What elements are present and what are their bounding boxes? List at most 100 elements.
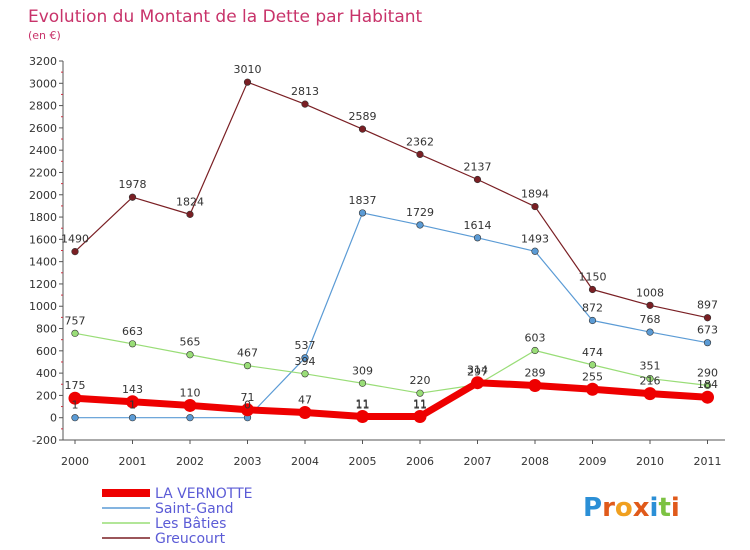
series-line	[74, 332, 709, 394]
data-label: 11	[356, 397, 370, 410]
data-labels: 1490 1978 1824 3010 2813 2589 2362 2137 1894 1150…	[61, 63, 718, 412]
series-line	[74, 81, 709, 319]
data-point	[588, 285, 597, 294]
logo-letter: x	[633, 493, 650, 523]
y-tick-label: 1000	[29, 300, 57, 313]
y-tick-label: 400	[36, 367, 57, 380]
y-tick-label: 2200	[29, 166, 57, 179]
data-point	[703, 381, 712, 389]
data-label: 1729	[406, 206, 434, 219]
data-point	[416, 150, 424, 159]
data-point	[471, 376, 484, 390]
data-label: 1	[72, 399, 79, 412]
data-label: 11	[413, 399, 427, 412]
proxiti-logo: Proxiti	[583, 493, 680, 523]
data-point	[358, 209, 367, 217]
data-label: 0	[244, 399, 251, 412]
data-point	[588, 361, 597, 369]
series-layer	[68, 78, 714, 423]
x-tick-label: 2004	[291, 455, 319, 468]
data-label: 175	[65, 379, 86, 392]
data-label: 2362	[406, 135, 434, 148]
data-label: 11	[356, 399, 370, 412]
data-label: 309	[352, 364, 373, 377]
data-label: 290	[697, 366, 718, 379]
data-label: 2813	[291, 85, 319, 98]
data-point	[413, 409, 427, 423]
series-saint-gand	[71, 209, 712, 422]
data-label: 351	[640, 360, 661, 373]
y-tick-label: 800	[36, 323, 57, 336]
logo-letter: r	[602, 493, 615, 523]
legend-label: LA VERNOTTE	[155, 486, 253, 502]
data-point	[703, 339, 712, 347]
y-tick-label: -200	[32, 434, 57, 447]
data-point	[701, 390, 714, 404]
data-point	[528, 378, 542, 392]
data-point	[416, 221, 424, 229]
data-point	[586, 382, 599, 396]
data-point	[358, 125, 367, 133]
data-label: 394	[295, 355, 316, 368]
data-label: 673	[697, 324, 718, 337]
data-point	[301, 370, 309, 378]
data-point	[298, 405, 312, 419]
data-label: 467	[237, 347, 258, 360]
data-point	[68, 391, 82, 405]
logo-letter: t	[658, 493, 670, 523]
data-label: 2137	[464, 160, 492, 173]
data-point	[531, 247, 539, 255]
y-tick-label: 2800	[29, 100, 57, 113]
x-tick-label: 2005	[349, 455, 377, 468]
y-tick-label: 3000	[29, 77, 57, 90]
y-tick-label: 2400	[29, 144, 57, 157]
y-tick-label: 1800	[29, 211, 57, 224]
data-point	[356, 409, 369, 423]
data-point	[643, 387, 657, 401]
data-point	[241, 403, 254, 417]
data-label: 474	[582, 346, 603, 359]
x-tick-label: 2003	[234, 455, 262, 468]
series-les-b-ties	[71, 329, 712, 397]
data-label: 3010	[234, 63, 262, 76]
x-tick-label: 2007	[464, 455, 492, 468]
data-point	[243, 78, 252, 86]
x-tick-label: 2002	[176, 455, 204, 468]
data-point	[71, 414, 79, 422]
data-point	[126, 395, 139, 409]
y-tick-label: 2000	[29, 189, 57, 202]
y-tick-label: 1400	[29, 256, 57, 269]
legend-label: Greucourt	[155, 531, 226, 547]
data-point	[473, 234, 482, 242]
data-point	[703, 314, 712, 322]
y-tick-label: 1200	[29, 278, 57, 291]
data-label: 1824	[176, 195, 204, 208]
data-point	[473, 175, 482, 184]
data-label: 565	[180, 336, 201, 349]
data-label: 110	[180, 386, 201, 399]
data-label: 2589	[349, 110, 377, 123]
data-label: 1150	[579, 271, 607, 284]
data-label: 897	[697, 299, 718, 312]
series-line	[71, 379, 711, 420]
x-tick-label: 2001	[119, 455, 147, 468]
data-label: 603	[525, 331, 546, 344]
data-point	[186, 210, 194, 218]
legend-item: LA VERNOTTE	[102, 486, 253, 502]
data-label: 1978	[119, 178, 147, 191]
data-label: 184	[697, 378, 718, 391]
logo-letter: i	[671, 493, 680, 523]
y-tick-label: 0	[50, 412, 57, 425]
logo-letter: o	[615, 493, 633, 523]
data-label: 1490	[61, 233, 89, 246]
data-point	[186, 351, 194, 359]
logo-letter: i	[650, 493, 659, 523]
data-label: 537	[295, 339, 316, 352]
data-label: 768	[640, 313, 661, 326]
series-line	[74, 212, 709, 419]
data-point	[186, 414, 194, 422]
data-point	[128, 193, 137, 201]
